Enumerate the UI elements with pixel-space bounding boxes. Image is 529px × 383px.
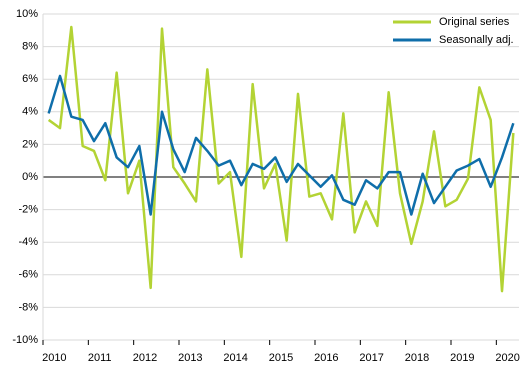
y-tick-label: -2% [18,204,38,216]
x-tick-label: 2015 [269,352,293,364]
y-tick-label: 4% [22,106,38,118]
series-line [47,25,515,293]
x-tick-label: 2016 [314,352,338,364]
legend-label: Seasonally adj. [439,34,514,46]
x-tick-label: 2020 [495,352,519,364]
x-tick-label: 2019 [450,352,474,364]
y-tick-label: -6% [18,269,38,281]
x-tick-label: 2017 [359,352,383,364]
y-tick-label: 0% [22,171,38,183]
y-tick-label: -8% [18,301,38,313]
y-tick-label: 10% [16,8,38,20]
x-tick-label: 2010 [42,352,66,364]
x-tick-label: 2012 [133,352,157,364]
y-tick-label: 8% [22,41,38,53]
x-tick-label: 2011 [88,352,112,364]
y-tick-label: 2% [22,138,38,150]
x-tick-label: 2014 [223,352,247,364]
x-tick-label: 2013 [178,352,202,364]
series-line [47,74,515,216]
y-tick-label: 6% [22,73,38,85]
x-tick-label: 2018 [405,352,429,364]
y-tick-label: -4% [18,236,38,248]
legend-label: Original series [439,16,510,28]
y-tick-label: -10% [12,334,38,346]
